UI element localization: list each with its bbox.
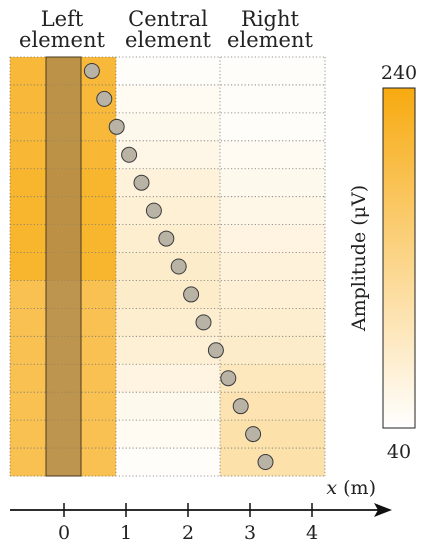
left-element-header: Left <box>41 7 84 31</box>
central-element-header-line2: element <box>125 28 211 52</box>
probe-circle <box>245 426 262 443</box>
probe-circle <box>121 146 138 163</box>
right-cell <box>220 84 325 114</box>
right-cell <box>220 280 325 309</box>
probe-circle <box>207 342 224 359</box>
x-tick-label: 4 <box>306 522 318 544</box>
x-tick-label: 3 <box>244 522 256 544</box>
x-axis-ticks: 0 1 2 3 4 <box>58 503 318 544</box>
amplitude-grid <box>9 56 326 477</box>
probe-circle <box>220 370 237 387</box>
x-axis-unit: (m) <box>337 477 376 499</box>
colorbar-max-label: 240 <box>381 62 417 84</box>
central-cell <box>116 168 220 197</box>
central-cell <box>116 112 220 142</box>
central-cell <box>116 280 220 309</box>
colorbar-min-label: 40 <box>387 441 411 463</box>
central-cell <box>116 336 220 365</box>
probe-circle <box>83 62 100 79</box>
central-element-header: Central <box>128 7 208 31</box>
right-element-header-line2: element <box>227 28 313 52</box>
x-axis-label: x (m) <box>326 477 376 499</box>
right-cell <box>220 420 325 449</box>
probe-circle <box>133 174 150 191</box>
probe-circle <box>145 202 162 219</box>
right-cell <box>220 196 325 225</box>
x-axis-variable: x <box>326 477 337 499</box>
central-cell <box>116 252 220 281</box>
left-element-band <box>45 56 82 477</box>
right-cell <box>220 336 325 365</box>
probe-circle <box>232 398 249 415</box>
central-cell <box>116 84 220 114</box>
right-cell <box>220 140 325 170</box>
right-cell <box>220 252 325 281</box>
x-tick-label: 1 <box>120 522 132 544</box>
central-cell <box>116 57 220 86</box>
right-cell <box>220 308 325 337</box>
colorbar-gradient <box>382 87 416 429</box>
right-element-header: Right <box>241 7 299 31</box>
probe-circle <box>96 90 113 107</box>
central-cell <box>116 448 220 477</box>
colorbar: 240 40 Amplitude (μV) <box>348 62 417 463</box>
central-cell <box>116 196 220 225</box>
probe-circle <box>257 454 274 471</box>
left-element-header-line2: element <box>19 28 105 52</box>
x-tick-label: 0 <box>58 522 70 544</box>
probe-circle <box>183 286 200 303</box>
x-tick-label: 2 <box>182 522 194 544</box>
x-axis: 0 1 2 3 4 x (m) <box>10 477 392 544</box>
right-cell <box>220 224 325 253</box>
central-cell <box>116 392 220 421</box>
probe-circle <box>170 258 187 275</box>
probe-circle <box>158 230 175 247</box>
x-axis-arrowhead <box>374 503 392 517</box>
probe-circle <box>195 314 212 331</box>
colorbar-title: Amplitude (μV) <box>348 185 370 332</box>
central-cell <box>116 420 220 449</box>
right-cell <box>220 364 325 393</box>
central-cell <box>116 364 220 393</box>
right-cell <box>220 112 325 142</box>
right-cell <box>220 57 325 86</box>
probe-circle <box>108 118 125 135</box>
right-cell <box>220 168 325 197</box>
